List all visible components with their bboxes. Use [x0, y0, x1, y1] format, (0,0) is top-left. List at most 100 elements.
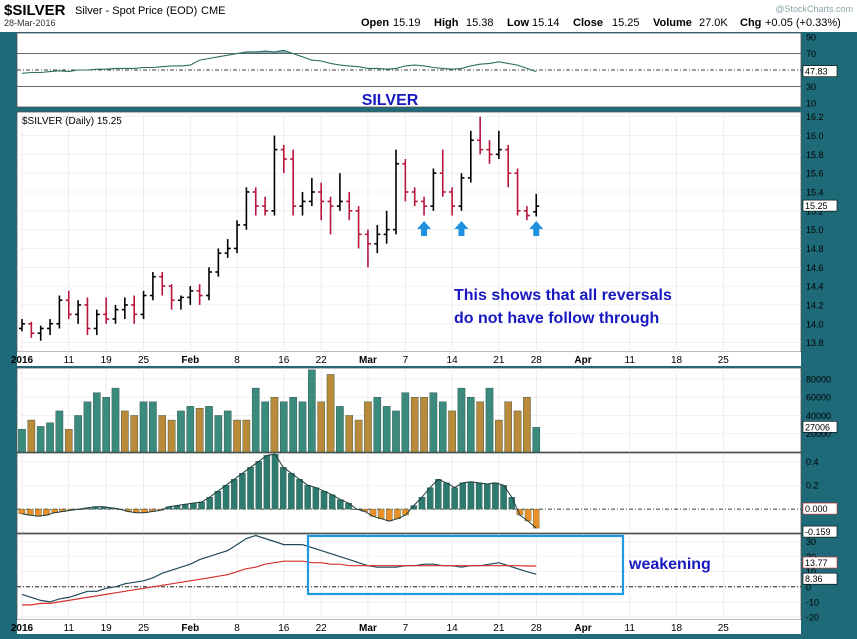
price-bar-24 [243, 187, 250, 230]
volume-bar-11 [121, 410, 129, 453]
rsi-y-tick-0: 10 [806, 98, 816, 108]
price-bar-19 [196, 284, 203, 305]
chart-title: SILVER [362, 92, 419, 109]
volume-bar-5 [64, 428, 73, 453]
macd-hist-bar-56 [475, 482, 483, 510]
volume-bar-14 [149, 401, 157, 453]
adx-panel [16, 533, 802, 621]
rsi-y-tick-1: 30 [806, 82, 816, 92]
macd-hist-bar-53 [451, 487, 458, 510]
volume-bar-35 [345, 415, 354, 453]
price-bar-55 [533, 193, 540, 217]
volume-bar-55 [532, 427, 541, 453]
volume-bar-6 [74, 415, 82, 453]
volume-bar-17 [177, 410, 185, 453]
macd-hist-bar-38 [328, 494, 336, 510]
rsi-y-tick-3: 70 [806, 49, 816, 59]
rsi-panel [16, 32, 802, 108]
ohlc-value-close: 15.25 [612, 17, 640, 29]
macd-hist-bar-21 [190, 502, 197, 510]
x-axis-top: 2016 11 19 25 Feb 8 16 22 Mar 7 14 21 28 Apr 11 18 25 [11, 355, 729, 366]
price-bar-41 [402, 159, 409, 202]
price-bar-11 [121, 297, 128, 320]
ohlc-value-low: 15.14 [532, 17, 560, 29]
volume-bar-47 [457, 387, 466, 453]
price-bar-15 [159, 272, 166, 296]
volume-bar-32 [317, 401, 326, 453]
macd-hist-bar-55 [467, 481, 475, 510]
price-bar-29 [290, 149, 297, 216]
xaxis-top-tick-8: Mar [359, 355, 377, 366]
macd-zero-value: 0.000 [805, 504, 828, 514]
ohlc-value-high: 15.38 [466, 17, 494, 29]
price-bar-38 [374, 224, 381, 254]
macd-y-tick-1: 0.2 [806, 481, 819, 491]
volume-bar-48 [467, 397, 475, 453]
price-y-tick-2: 14.2 [806, 300, 824, 310]
price-bar-22 [224, 239, 231, 258]
xaxis-bottom-tick-15: 18 [671, 623, 683, 634]
price-bar-44 [430, 168, 437, 211]
price-y-tick-9: 15.6 [806, 169, 824, 179]
xaxis-bottom-tick-2: 19 [101, 623, 113, 634]
xaxis-bottom-tick-0: 2016 [11, 623, 34, 634]
xaxis-top-tick-2: 19 [101, 355, 113, 366]
price-bar-49 [477, 116, 484, 155]
macd-hist-bar-22 [198, 501, 205, 510]
volume-bar-30 [298, 401, 307, 453]
macd-y-tick-0: 0.4 [806, 457, 819, 467]
price-y-tick-8: 15.4 [806, 188, 824, 198]
volume-bar-0 [18, 428, 26, 453]
adx-y-tick-5: -20 [806, 612, 819, 622]
volume-bar-44 [429, 392, 438, 453]
volume-bar-1 [27, 419, 36, 453]
price-bar-20 [206, 267, 212, 301]
price-y-tick-0: 13.8 [806, 338, 824, 348]
volume-last-value-box [802, 421, 838, 433]
price-bar-17 [177, 295, 184, 310]
volume-last-value: 27006 [805, 422, 830, 432]
rsi-overbought-fill [22, 50, 537, 54]
volume-bar-27 [270, 397, 279, 453]
date-label: 28-Mar-2016 [4, 18, 56, 28]
price-bar-35 [346, 192, 353, 221]
ohlc-label-low: Low [507, 17, 529, 29]
volume-bar-42 [410, 397, 419, 453]
price-bar-27 [271, 135, 278, 216]
adx-last-value-1: 13.77 [805, 558, 828, 568]
adx-last-value-2-box [802, 572, 838, 585]
price-y-tick-12: 16.2 [806, 112, 824, 122]
macd-hist-bar-32 [279, 467, 287, 510]
volume-bar-40 [392, 410, 400, 453]
macd-hist-bar-52 [443, 482, 450, 510]
volume-layer: 20000 40000 60000 80000 27006 [17, 368, 838, 453]
macd-hist-bar-26 [230, 479, 238, 510]
price-y-tick-5: 14.8 [806, 244, 824, 254]
volume-bar-25 [251, 387, 260, 453]
price-bar-5 [65, 290, 72, 320]
macd-last-value-box [802, 525, 838, 538]
exchange: CME [201, 5, 225, 17]
volume-bar-52 [504, 401, 513, 453]
header-background [0, 0, 857, 32]
price-bar-39 [383, 210, 390, 244]
xaxis-top-tick-15: 18 [671, 355, 683, 366]
xaxis-top-tick-5: 8 [234, 355, 240, 366]
instrument-name: Silver - Spot Price (EOD) [75, 5, 197, 17]
volume-y-tick-3: 80000 [806, 374, 831, 384]
macd-hist-bar-27 [239, 473, 246, 510]
macd-hist-bar-40 [345, 502, 352, 510]
volume-bar-31 [308, 369, 316, 453]
xaxis-bottom-tick-1: 11 [64, 623, 75, 634]
price-bar-54 [523, 206, 530, 221]
note-line-2: do not have follow through [454, 310, 659, 327]
xaxis-top-tick-3: 25 [138, 355, 150, 366]
xaxis-bottom-tick-5: 8 [234, 623, 240, 634]
price-last-value-box [802, 199, 838, 212]
price-bar-30 [299, 192, 306, 216]
price-bar-37 [364, 229, 371, 268]
price-bar-8 [93, 309, 100, 336]
volume-bar-41 [401, 392, 410, 453]
volume-bar-9 [102, 397, 110, 453]
adx-series-1 [22, 560, 537, 606]
